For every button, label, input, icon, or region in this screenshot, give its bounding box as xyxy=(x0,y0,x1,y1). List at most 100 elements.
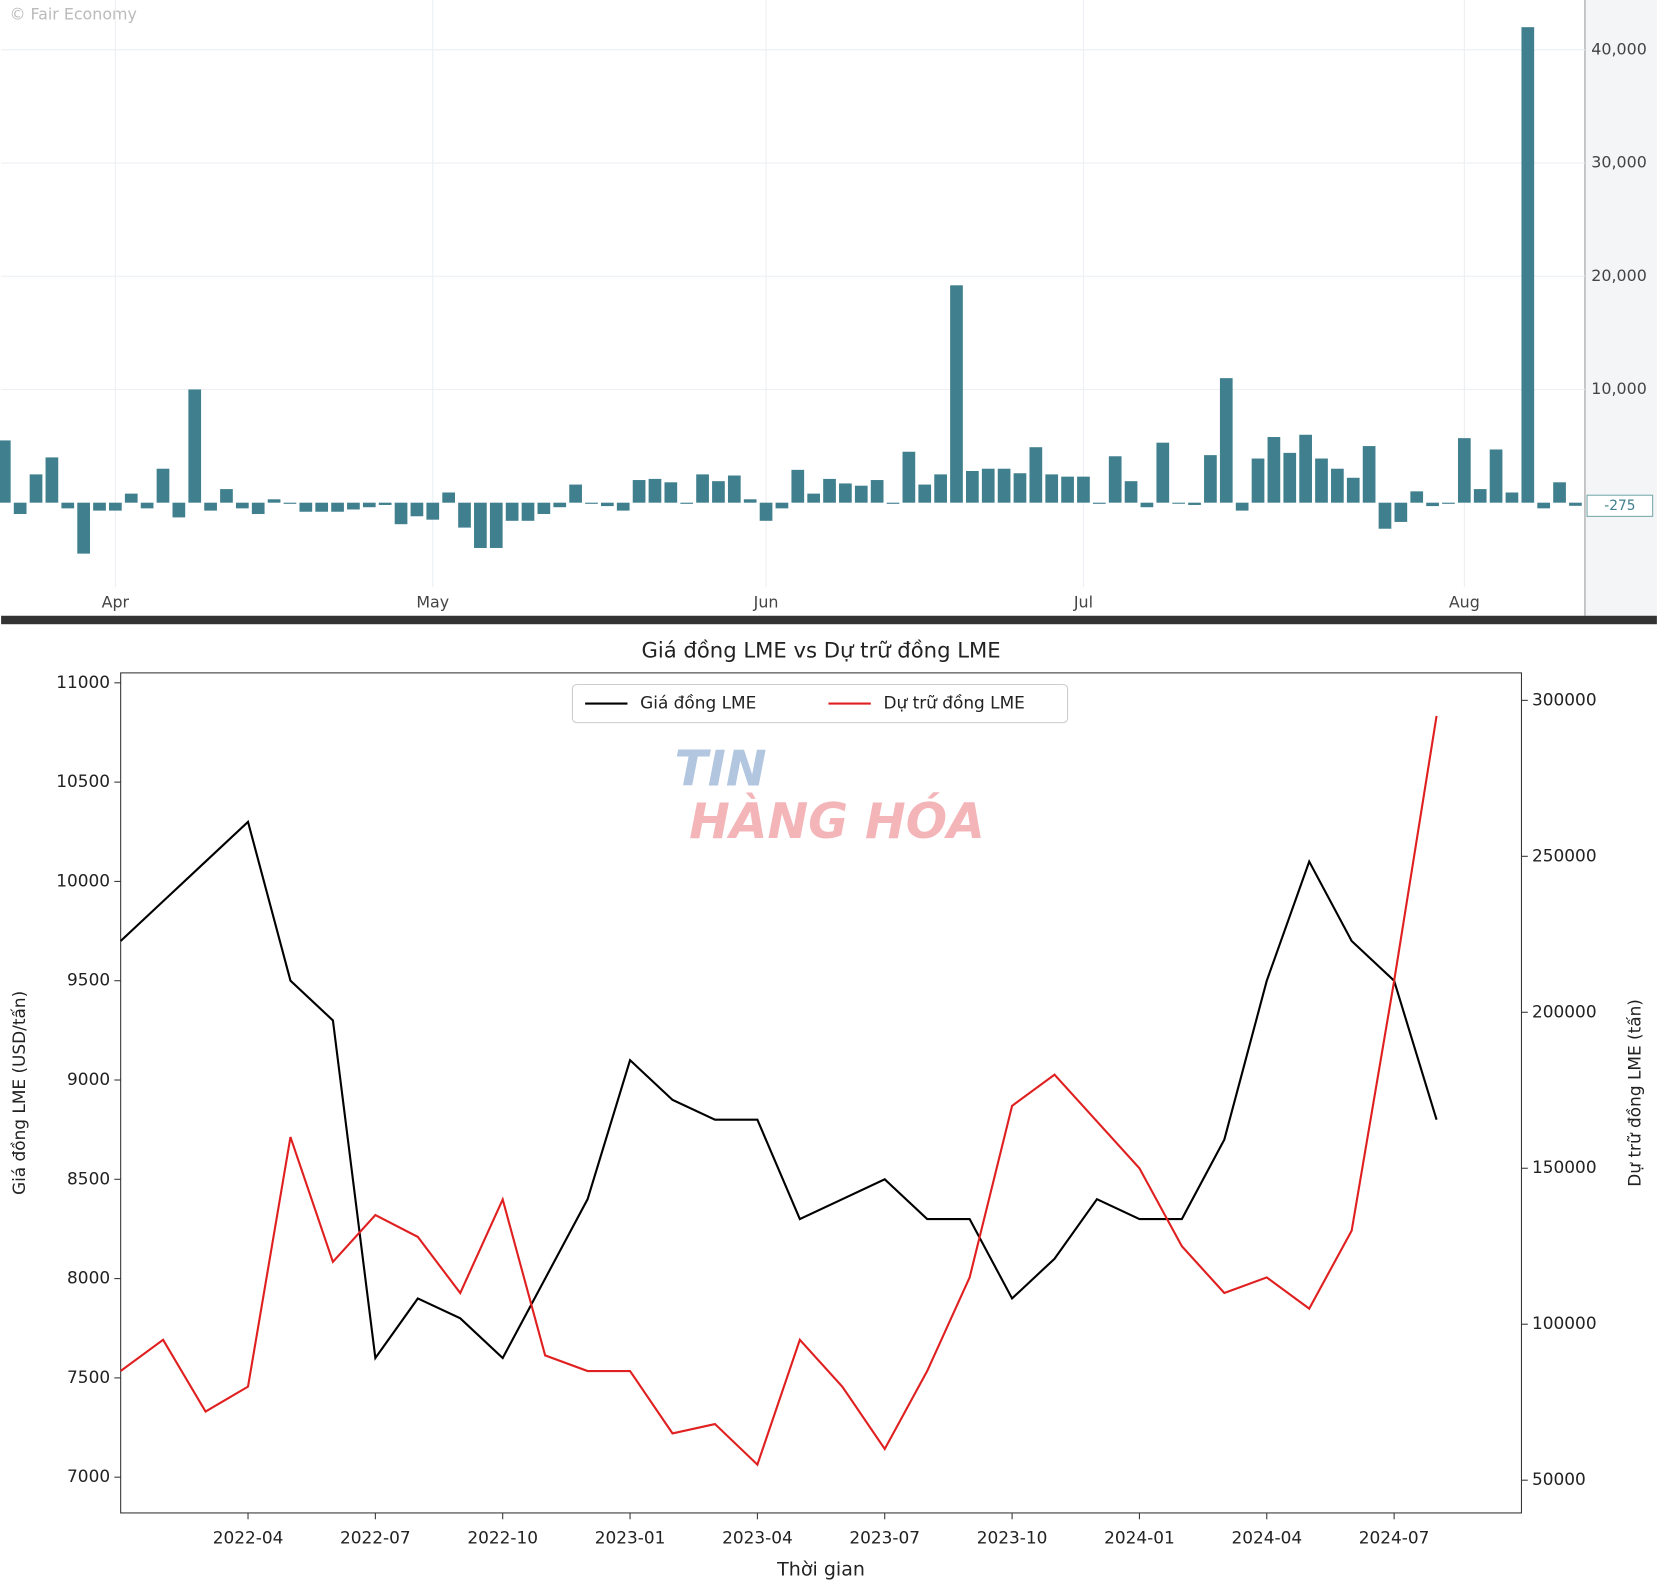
bar xyxy=(997,468,1011,503)
bar xyxy=(93,502,106,511)
x-tick-label: 2022-07 xyxy=(340,1527,411,1547)
bar xyxy=(45,457,59,503)
x-tick-label: May xyxy=(416,593,449,612)
bar xyxy=(1569,502,1582,506)
bar xyxy=(235,502,249,509)
x-tick-label: 2024-04 xyxy=(1231,1527,1302,1547)
bar xyxy=(1092,502,1106,504)
bar xyxy=(140,502,154,509)
y-tick-label: 7500 xyxy=(67,1367,110,1387)
bar xyxy=(1410,491,1424,503)
x-tick-label: 2023-01 xyxy=(595,1527,666,1547)
bar xyxy=(569,484,582,503)
bar xyxy=(950,285,963,503)
current-value-label: -275 xyxy=(1604,498,1635,514)
bar xyxy=(378,502,392,505)
y-tick-label: 10,000 xyxy=(1591,379,1647,398)
bar xyxy=(1553,482,1566,503)
bar xyxy=(601,502,614,507)
bar xyxy=(1362,446,1376,503)
y-tick-label: 10500 xyxy=(56,771,110,791)
plot-frame xyxy=(120,672,1522,1514)
legend-label: Dự trữ đồng LME xyxy=(883,693,1024,713)
bar xyxy=(204,502,217,511)
bar xyxy=(616,502,630,511)
bar xyxy=(521,502,535,521)
bar xyxy=(77,502,90,554)
bar xyxy=(61,502,75,509)
x-tick-label: 2023-10 xyxy=(977,1527,1048,1547)
bar xyxy=(1172,502,1186,504)
bar xyxy=(743,499,757,503)
bar xyxy=(1283,452,1297,503)
bar xyxy=(1394,502,1408,522)
bar xyxy=(934,474,947,503)
y2-axis-label: Dự trữ đồng LME (tấn) xyxy=(1625,999,1645,1187)
bar xyxy=(505,502,519,521)
bar xyxy=(442,492,455,503)
bar xyxy=(1299,434,1312,503)
x-tick-label: Jun xyxy=(753,593,779,612)
bar xyxy=(807,493,821,503)
bar xyxy=(664,482,678,503)
bar xyxy=(251,502,265,515)
bar xyxy=(823,478,836,503)
bar xyxy=(13,502,27,515)
bar xyxy=(632,480,646,503)
bar xyxy=(839,483,852,503)
x-tick-label: Apr xyxy=(102,593,130,612)
bar xyxy=(1505,492,1519,503)
bar xyxy=(109,502,122,511)
bar xyxy=(474,502,487,548)
y-tick-label: 20,000 xyxy=(1591,266,1647,285)
y-tick-label: 9000 xyxy=(67,1069,110,1089)
bar xyxy=(1442,502,1455,504)
x-tick-label: 2022-04 xyxy=(213,1527,284,1547)
bar xyxy=(489,502,503,548)
x-tick-label: 2023-04 xyxy=(722,1527,793,1547)
x-tick-label: 2024-01 xyxy=(1104,1527,1175,1547)
bar xyxy=(648,478,662,503)
bar xyxy=(870,480,884,503)
bar xyxy=(156,468,170,503)
y-tick-label: 30,000 xyxy=(1591,153,1647,172)
bar xyxy=(553,502,567,508)
bar xyxy=(966,470,979,503)
y-tick-label: 7000 xyxy=(67,1466,110,1486)
y2-tick-label: 50000 xyxy=(1532,1469,1586,1489)
bar xyxy=(188,389,202,503)
x-tick-label: 2023-07 xyxy=(849,1527,920,1547)
bar xyxy=(1108,456,1122,503)
bar xyxy=(886,502,900,504)
data-line xyxy=(119,819,1438,1361)
bar xyxy=(854,485,868,503)
bar xyxy=(1473,489,1487,503)
bar xyxy=(791,469,805,503)
bar xyxy=(29,474,43,503)
bar xyxy=(1219,378,1233,503)
legend xyxy=(571,683,1069,724)
current-value-box xyxy=(1586,494,1654,517)
separator xyxy=(1,615,1657,625)
bar xyxy=(426,502,440,520)
bar xyxy=(712,481,725,503)
bar xyxy=(299,502,313,512)
bar xyxy=(902,451,916,503)
y-tick-label: 8000 xyxy=(67,1268,110,1288)
logo-text: HÀNG HÓA xyxy=(689,793,985,850)
bar xyxy=(775,502,789,509)
chart-title: Giá đồng LME vs Dự trữ đồng LME xyxy=(641,638,1000,663)
x-axis-label: Thời gian xyxy=(776,1559,865,1581)
bar xyxy=(410,502,424,517)
bar xyxy=(394,502,408,525)
bar xyxy=(1061,476,1074,503)
legend-label: Giá đồng LME xyxy=(640,693,756,713)
data-line xyxy=(120,715,1438,1467)
bar xyxy=(918,484,932,503)
bar xyxy=(1124,481,1138,503)
bar xyxy=(1029,447,1043,503)
bar xyxy=(1426,502,1439,507)
bar xyxy=(537,502,551,515)
